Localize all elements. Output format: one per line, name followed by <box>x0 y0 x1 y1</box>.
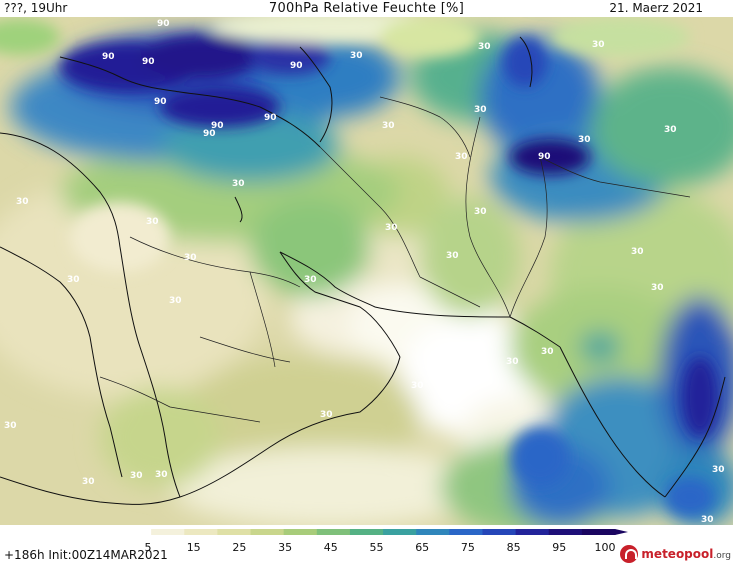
colorbar-cell <box>449 529 483 535</box>
borders <box>99 96 691 423</box>
colorbar-tick-label: 5 <box>145 541 152 554</box>
colorbar-tick-label: 100 <box>595 541 616 554</box>
colorbar-cell <box>482 529 517 535</box>
contour-label: 30 <box>169 296 182 306</box>
contour-label: 30 <box>411 381 424 391</box>
contour-label: 30 <box>478 42 491 52</box>
colorbar-cell <box>316 529 351 535</box>
brand-name-text: meteopool <box>641 547 714 561</box>
colorbar-tick-label: 55 <box>370 541 384 554</box>
contour-label: 90 <box>157 19 170 29</box>
contour-label: 90 <box>538 152 551 162</box>
contour-label: 30 <box>184 253 197 263</box>
contour-label: 30 <box>631 247 644 257</box>
contour-label: 90 <box>142 57 155 67</box>
forecast-date: 21. Maerz 2021 <box>609 1 703 15</box>
map-title: 700hPa Relative Feuchte [%] <box>268 1 465 16</box>
brand-logo[interactable]: meteopool.org <box>620 544 731 564</box>
colorbar-cell <box>548 529 583 535</box>
contour-label: 30 <box>712 465 725 475</box>
colorbar-tick-label: 85 <box>507 541 521 554</box>
contour-label: 30 <box>701 515 714 525</box>
humidity-map: 90 90 90 90 90 90 90 90 90 30 30 30 30 3… <box>0 17 733 525</box>
colorbar-tick-label: 95 <box>552 541 566 554</box>
contour-label: 30 <box>506 357 519 367</box>
coastlines <box>0 36 726 505</box>
colorbar-cell <box>184 529 218 535</box>
colorbar-cell <box>515 529 550 535</box>
contour-label: 30 <box>67 275 80 285</box>
contour-label: 30 <box>474 207 487 217</box>
meteopool-logo-icon <box>620 545 639 563</box>
colorbar-cell <box>217 529 252 535</box>
contour-label: 30 <box>541 347 554 357</box>
colorbar-cell <box>349 529 384 535</box>
brand-name: meteopool.org <box>641 547 731 561</box>
humidity-core <box>0 17 718 517</box>
contour-label: 30 <box>304 275 317 285</box>
contour-label: 90 <box>203 129 216 139</box>
humidity-field <box>0 32 733 525</box>
contour-label: 30 <box>385 223 398 233</box>
contour-label: 30 <box>382 121 395 131</box>
brand-suffix: .org <box>713 551 731 561</box>
contour-label: 30 <box>155 470 168 480</box>
contour-labels: 90 90 90 90 90 90 90 90 90 30 30 30 30 3… <box>4 19 725 525</box>
contour-label: 90 <box>290 61 303 71</box>
contour-label: 90 <box>154 97 167 107</box>
colorbar-cell <box>416 529 450 535</box>
contour-label: 30 <box>474 105 487 115</box>
contour-label: 30 <box>16 197 29 207</box>
contour-label: 30 <box>232 179 245 189</box>
contour-label: 30 <box>592 40 605 50</box>
colorbar-tick-label: 25 <box>232 541 246 554</box>
colorbar-tick-label: 75 <box>461 541 475 554</box>
contour-label: 30 <box>130 471 143 481</box>
forecast-time-label: ???, 19Uhr <box>4 1 68 15</box>
contour-label: 30 <box>651 283 664 293</box>
colorbar-tick-label: 65 <box>415 541 429 554</box>
colorbar-cell <box>151 529 185 535</box>
colorbar-cell <box>283 529 318 535</box>
colorbar-tick-label: 15 <box>187 541 201 554</box>
colorbar-cell <box>250 529 285 535</box>
colorbar-cell <box>581 529 616 535</box>
colorbar-cell <box>118 529 152 535</box>
colorbar-cell <box>383 529 417 535</box>
contour-label: 30 <box>350 51 363 61</box>
contour-label: 90 <box>102 52 115 62</box>
contour-label: 30 <box>455 152 468 162</box>
contour-label: 30 <box>4 421 17 431</box>
contour-label: 30 <box>446 251 459 261</box>
colorbar-tick-label: 45 <box>324 541 338 554</box>
model-run-info: +186h Init:00Z14MAR2021 <box>4 548 168 562</box>
contour-label: 30 <box>578 135 591 145</box>
colorbar: 5 15 25 35 45 55 65 75 85 95 100 <box>118 527 630 557</box>
colorbar-cells <box>118 529 616 535</box>
contour-label: 30 <box>664 125 677 135</box>
contour-label: 90 <box>264 113 277 123</box>
colorbar-tick-label: 35 <box>278 541 292 554</box>
contour-label: 30 <box>320 410 333 420</box>
colorbar-ticks: 5 15 25 35 45 55 65 75 85 95 100 <box>145 541 616 554</box>
contour-label: 30 <box>82 477 95 487</box>
contour-label: 30 <box>146 217 159 227</box>
contour-label: 90 <box>211 121 224 131</box>
colorbar-arrow <box>615 529 628 535</box>
